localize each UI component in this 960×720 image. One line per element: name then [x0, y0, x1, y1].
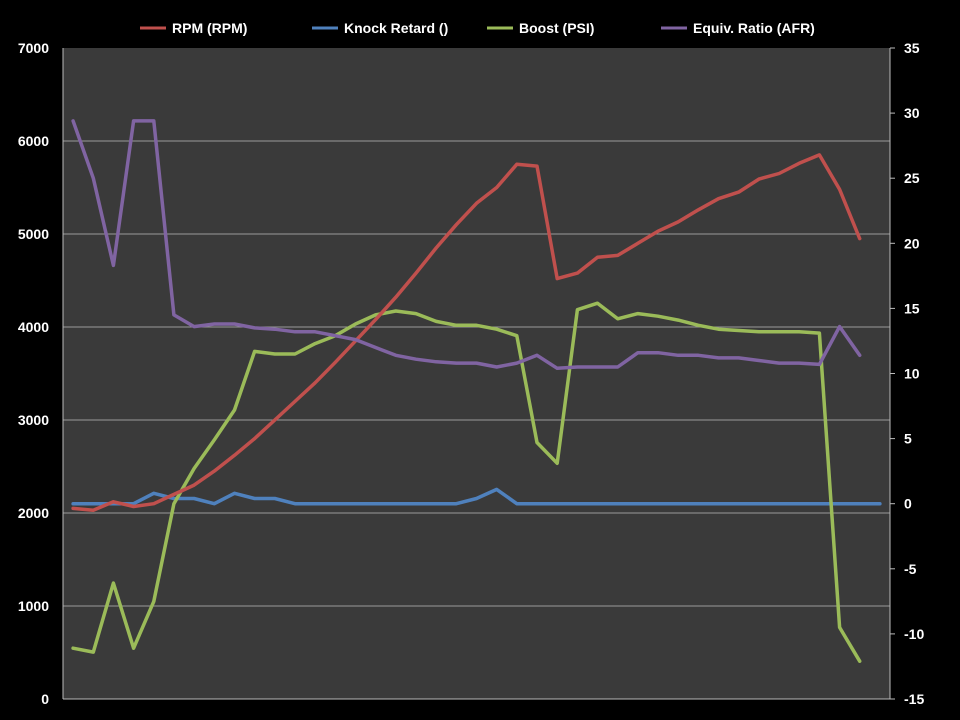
- y2-tick-label: -5: [904, 561, 917, 577]
- series-line-boost-psi: [71, 301, 862, 663]
- y-tick-label: 7000: [18, 40, 49, 56]
- y-tick-label: 1000: [18, 598, 49, 614]
- y2-tick-label: 0: [904, 496, 912, 512]
- legend-item: Equiv. Ratio (AFR): [661, 20, 815, 36]
- series-line-equiv-ratio-afr: [71, 119, 862, 371]
- y2-tick-label: 10: [904, 366, 920, 382]
- series-line-rpm-rpm: [71, 153, 862, 512]
- y2-tick-label: 15: [904, 300, 920, 316]
- y2-tick-label: 30: [904, 105, 920, 121]
- y-tick-label: 4000: [18, 319, 49, 335]
- legend: RPM (RPM) Knock Retard () Boost (PSI) Equiv…: [140, 20, 815, 36]
- y2-tick-label: -10: [904, 626, 924, 642]
- y2-tick-label: 5: [904, 431, 912, 447]
- series-line-knock-retard: [71, 487, 882, 506]
- y-tick-label: 5000: [18, 226, 49, 242]
- legend-item: Boost (PSI): [487, 20, 594, 36]
- y2-tick-label: 25: [904, 170, 920, 186]
- legend-label: RPM (RPM): [172, 20, 247, 36]
- y2-tick-label: 35: [904, 40, 920, 56]
- legend-item: RPM (RPM): [140, 20, 247, 36]
- y2-tick-label: 20: [904, 235, 920, 251]
- y-tick-label: 6000: [18, 133, 49, 149]
- y2-tick-label: -15: [904, 691, 924, 707]
- y-tick-label: 3000: [18, 412, 49, 428]
- legend-label: Boost (PSI): [519, 20, 594, 36]
- y-tick-label: 2000: [18, 505, 49, 521]
- legend-label: Equiv. Ratio (AFR): [693, 20, 815, 36]
- plot-area: [63, 48, 890, 699]
- series-layer: [71, 119, 882, 663]
- y-tick-label: 0: [41, 691, 49, 707]
- axes: 0 1000 2000 3000 4000 5000 6000 7000 -15 -10 -5 0 5 1…: [18, 40, 925, 707]
- legend-label: Knock Retard (): [344, 20, 448, 36]
- legend-item: Knock Retard (): [312, 20, 448, 36]
